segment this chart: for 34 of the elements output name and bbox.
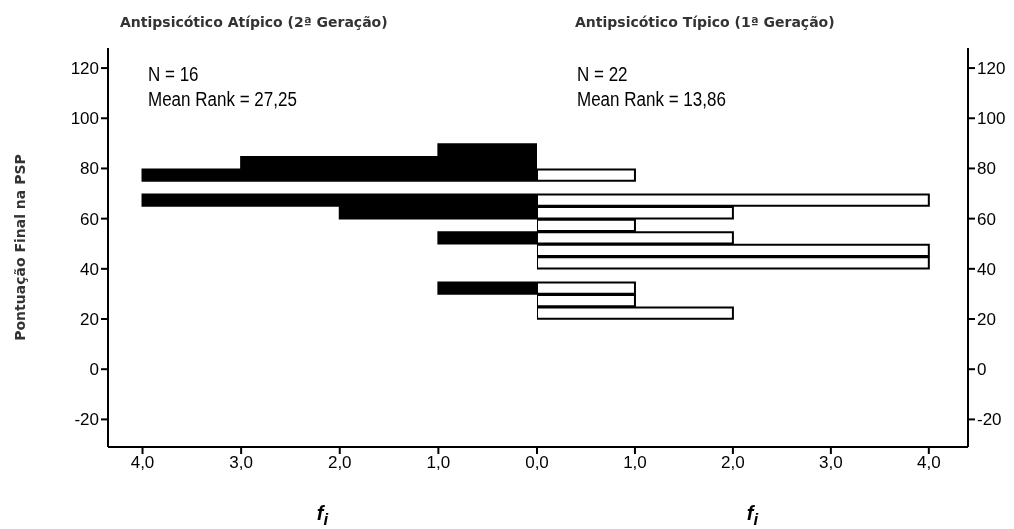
y-tick-label: 80 — [977, 159, 996, 179]
y-tick-label: 0 — [89, 360, 99, 380]
annotation: N = 16 — [148, 62, 200, 87]
x-tick-label: 4,0 — [130, 453, 155, 473]
y-tick-label: 120 — [977, 59, 1006, 79]
annotation: Mean Rank = 13,86 — [577, 87, 726, 112]
chart-title: Antipsicótico Atípico (2ª Geração) — [120, 14, 388, 30]
x-tick-label: 1,0 — [426, 453, 451, 473]
annotation: Mean Rank = 27,25 — [148, 87, 297, 112]
y-tick-label: -20 — [977, 410, 1002, 430]
x-tick-label: 1,0 — [623, 453, 647, 473]
y-tick-label: 20 — [977, 310, 996, 330]
x-axis-title: f$_{i}$ — [315, 502, 330, 529]
y-tick-label: 60 — [977, 209, 996, 229]
x-tick-label: 4,0 — [917, 453, 941, 473]
chart-title: Antipsicótico Típico (1ª Geração) — [575, 14, 835, 30]
y-tick-label: 40 — [977, 259, 996, 279]
y-tick-label: 60 — [80, 209, 99, 229]
x-tick-label: 3,0 — [229, 453, 253, 473]
y-axis-title: Pontuação Final na PSP — [11, 154, 28, 341]
x-tick-label: 2,0 — [327, 453, 352, 473]
y-tick-label: 20 — [80, 310, 99, 330]
y-tick-label: 100 — [70, 109, 99, 129]
annotation: N = 22 — [577, 62, 629, 87]
x-axis-title: f$_{i}$ — [745, 502, 760, 529]
y-tick-label: -20 — [74, 410, 99, 430]
y-tick-label: 80 — [80, 159, 99, 179]
x-tick-label: 3,0 — [819, 453, 843, 473]
y-tick-label: 100 — [977, 109, 1006, 129]
y-tick-label: 40 — [80, 259, 99, 279]
y-tick-label: 0 — [977, 360, 987, 380]
x-tick-label: 2,0 — [721, 453, 745, 473]
x-tick-label: 0,0 — [525, 453, 549, 473]
y-tick-label: 120 — [70, 59, 99, 79]
